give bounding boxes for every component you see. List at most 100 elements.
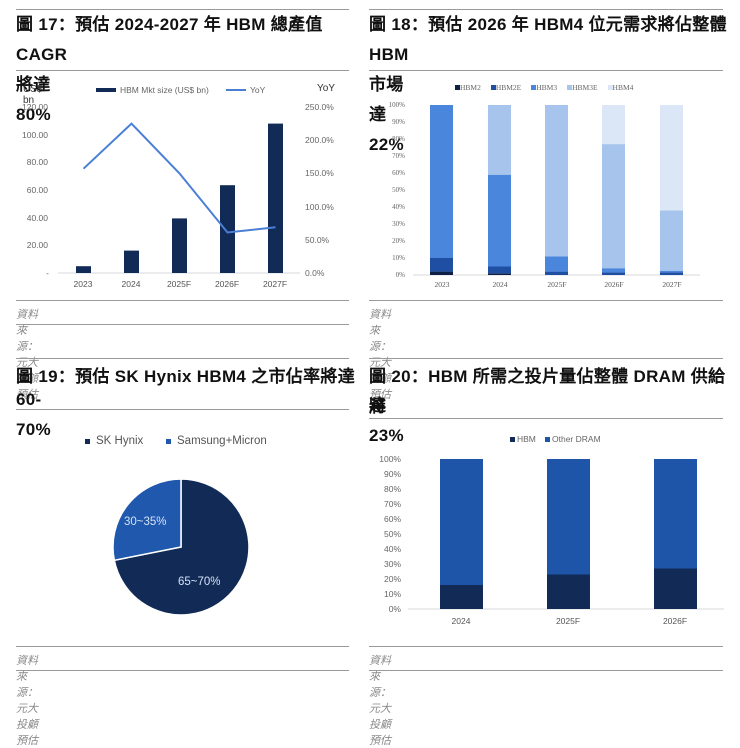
y-tick: - (46, 268, 49, 278)
bar-2023 (430, 105, 453, 275)
right-axis-label: YoY (317, 83, 335, 94)
y-tick: 10% (392, 254, 405, 262)
divider (369, 670, 723, 671)
divider (16, 358, 349, 359)
y-tick: 50% (392, 186, 405, 194)
divider (369, 9, 723, 10)
y-tick: 50% (383, 529, 401, 539)
y2-tick: 0.0% (305, 268, 325, 278)
bar-2025F (545, 105, 568, 275)
y-tick: 90% (383, 469, 401, 479)
y-tick: 20% (383, 574, 401, 584)
left-axis-label: US$ bn (23, 84, 43, 106)
legend-swatch (85, 438, 90, 444)
y-tick: 40.00 (26, 213, 48, 223)
divider (369, 70, 723, 71)
bar-2027F (660, 105, 683, 275)
divider (369, 418, 723, 419)
y2-tick: 250.0% (305, 102, 334, 112)
legend-item-hbm2e: HBM2E (490, 83, 521, 92)
bar-2025F (172, 218, 187, 273)
legend-item-hbm-mkt-size: HBM Mkt size (US$ bn) (96, 85, 209, 95)
y-tick: 100% (388, 101, 405, 109)
x-tick: 2027F (662, 280, 682, 289)
bar-2026F (654, 459, 697, 609)
divider (369, 300, 723, 301)
bar-2026F (220, 185, 235, 273)
y-tick: 70% (383, 499, 401, 509)
legend-label: SK Hynix (96, 435, 144, 447)
x-tick: 2025F (555, 616, 581, 626)
divider (16, 300, 349, 301)
y2-tick: 200.0% (305, 135, 334, 145)
divider (16, 9, 349, 10)
source-note: 資料來源：元大投顧預估 (369, 655, 391, 747)
y-tick: 40% (392, 203, 405, 211)
y-tick: 0% (388, 604, 401, 614)
y-tick: 80% (392, 135, 405, 143)
legend-label: Samsung+Micron (177, 435, 267, 447)
y-tick: 20.00 (26, 240, 48, 250)
legend-label: HBM (517, 434, 536, 444)
legend-item-hbm3e: HBM3E (567, 83, 598, 92)
legend-item-other-dram: Other DRAM (545, 434, 601, 444)
bar-2026F (602, 105, 625, 275)
pie-label-sk-hynix: 65~70% (178, 576, 221, 588)
legend-label: HBM Mkt size (US$ bn) (120, 85, 209, 95)
y-tick: 100% (379, 454, 401, 464)
y-tick: 30% (392, 220, 405, 228)
y-tick: 10% (383, 589, 401, 599)
figure-18-legend: HBM2 HBM2E HBM3 HBM3E HBM4 (455, 83, 633, 92)
figure-19-title-line1: 圖 19：預估 SK Hynix HBM4 之市佔率將達 (16, 367, 356, 386)
y2-tick: 50.0% (305, 235, 330, 245)
legend-swatch (510, 436, 515, 442)
legend-swatch (545, 436, 550, 442)
legend-item-yoy: YoY (226, 85, 265, 95)
legend-item-hbm3: HBM3 (531, 83, 557, 92)
y2-tick: 100.0% (305, 202, 334, 212)
bar-2025F (547, 459, 590, 609)
legend-swatch (166, 438, 171, 444)
figure-18-plot (413, 105, 700, 276)
legend-item-sk-hynix: SK Hynix (85, 435, 143, 447)
divider (369, 646, 723, 647)
figure-20-plot (408, 459, 724, 610)
x-tick: 2025F (547, 280, 567, 289)
y-tick: 100.00 (22, 130, 48, 140)
divider (16, 670, 349, 671)
y-tick: 90% (392, 118, 405, 126)
legend-item-hbm: HBM (510, 434, 536, 444)
y-tick: 80.00 (26, 157, 48, 167)
divider (16, 324, 349, 325)
divider (16, 409, 349, 410)
y-tick: 70% (392, 152, 405, 160)
x-tick: 2024 (492, 280, 508, 289)
bar-2027F (268, 123, 283, 273)
figure-17-title-line1: 圖 17：預估 2024-2027 年 HBM 總產值 (16, 15, 323, 34)
source-note: 資料來源：元大投顧預估 (16, 309, 38, 401)
legend-label: Other DRAM (552, 434, 601, 444)
x-tick: 2024 (451, 616, 471, 626)
x-tick: 2025F (166, 279, 192, 289)
y-tick: 60% (383, 514, 401, 524)
divider (16, 70, 349, 71)
legend-swatch (96, 88, 116, 92)
yoy-line (82, 122, 276, 234)
x-tick: 2026F (604, 280, 624, 289)
source-note: 資料來源：元大投顧預估 (369, 309, 391, 401)
x-tick: 2027F (262, 279, 288, 289)
figure-17-title-line2: CAGR 將達 80% (16, 45, 68, 124)
divider (16, 646, 349, 647)
y-tick: 120.00 (22, 102, 48, 112)
y-tick: 40% (383, 544, 401, 554)
y-tick: 80% (383, 484, 401, 494)
legend-item-hbm4: HBM4 (607, 83, 633, 92)
y-tick: 60.00 (26, 185, 48, 195)
figure-20-title-line1: 圖 20：HBM 所需之投片量佔整體 DRAM 供給將 (369, 367, 726, 416)
x-tick: 2023 (73, 279, 93, 289)
bar-2024 (440, 459, 483, 609)
bar-2023 (76, 266, 91, 273)
y-tick: 60% (392, 169, 405, 177)
figure-17-plot (58, 122, 300, 274)
x-tick: 2026F (662, 616, 688, 626)
